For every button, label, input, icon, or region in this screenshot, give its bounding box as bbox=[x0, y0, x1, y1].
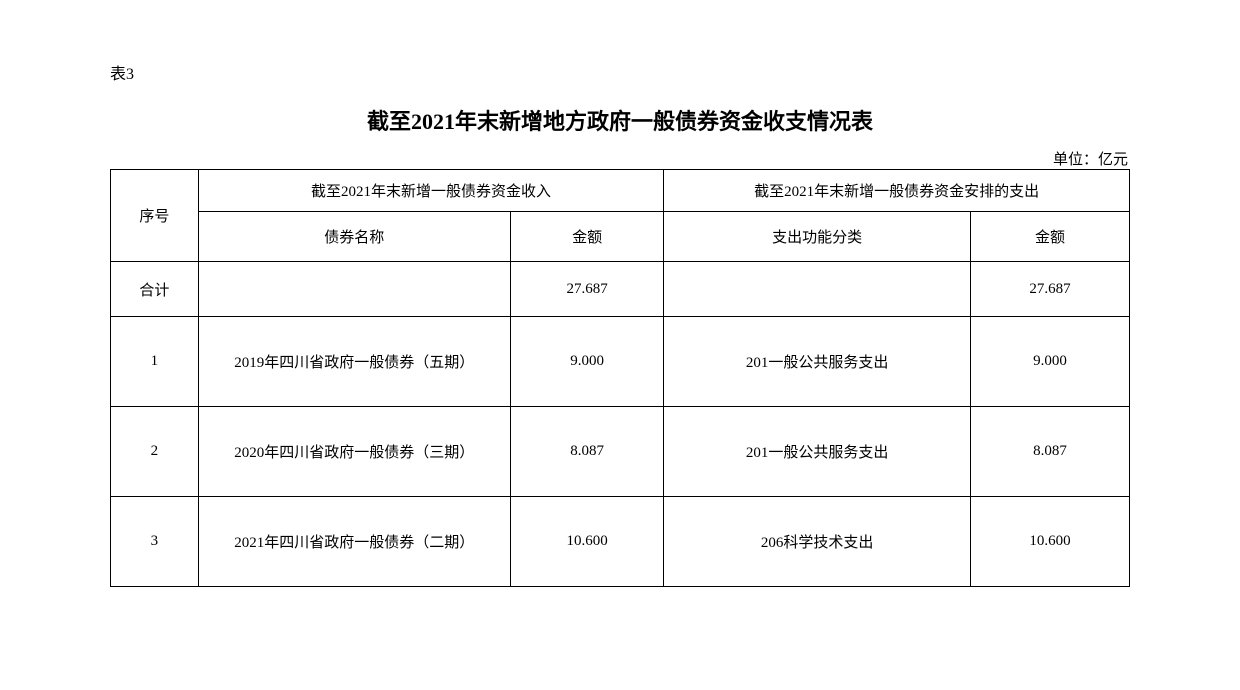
header-category: 支出功能分类 bbox=[664, 212, 971, 262]
total-income-amount: 27.687 bbox=[510, 262, 663, 317]
cell-bond-name: 2019年四川省政府一般债券（五期） bbox=[198, 317, 510, 407]
cell-expense-amount: 10.600 bbox=[971, 497, 1130, 587]
unit-label: 单位：亿元 bbox=[110, 148, 1130, 169]
header-income-group: 截至2021年末新增一般债券资金收入 bbox=[198, 170, 664, 212]
table-row: 3 2021年四川省政府一般债券（二期） 10.600 206科学技术支出 10… bbox=[111, 497, 1130, 587]
total-label: 合计 bbox=[111, 262, 199, 317]
table-header-row: 序号 截至2021年末新增一般债券资金收入 截至2021年末新增一般债券资金安排… bbox=[111, 170, 1130, 212]
total-row: 合计 27.687 27.687 bbox=[111, 262, 1130, 317]
total-bond-name bbox=[198, 262, 510, 317]
total-category bbox=[664, 262, 971, 317]
header-amount2: 金额 bbox=[971, 212, 1130, 262]
cell-income-amount: 8.087 bbox=[510, 407, 663, 497]
cell-seq: 3 bbox=[111, 497, 199, 587]
cell-seq: 2 bbox=[111, 407, 199, 497]
cell-income-amount: 10.600 bbox=[510, 497, 663, 587]
cell-expense-amount: 9.000 bbox=[971, 317, 1130, 407]
cell-category: 201一般公共服务支出 bbox=[664, 407, 971, 497]
cell-category: 206科学技术支出 bbox=[664, 497, 971, 587]
header-amount: 金额 bbox=[510, 212, 663, 262]
total-expense-amount: 27.687 bbox=[971, 262, 1130, 317]
cell-bond-name: 2021年四川省政府一般债券（二期） bbox=[198, 497, 510, 587]
header-bond-name: 债券名称 bbox=[198, 212, 510, 262]
cell-income-amount: 9.000 bbox=[510, 317, 663, 407]
cell-seq: 1 bbox=[111, 317, 199, 407]
table-header-row: 债券名称 金额 支出功能分类 金额 bbox=[111, 212, 1130, 262]
cell-bond-name: 2020年四川省政府一般债券（三期） bbox=[198, 407, 510, 497]
table-row: 2 2020年四川省政府一般债券（三期） 8.087 201一般公共服务支出 8… bbox=[111, 407, 1130, 497]
table-label: 表3 bbox=[110, 60, 1130, 84]
cell-category: 201一般公共服务支出 bbox=[664, 317, 971, 407]
page-title: 截至2021年末新增地方政府一般债券资金收支情况表 bbox=[110, 104, 1130, 136]
table-row: 1 2019年四川省政府一般债券（五期） 9.000 201一般公共服务支出 9… bbox=[111, 317, 1130, 407]
cell-expense-amount: 8.087 bbox=[971, 407, 1130, 497]
header-expense-group: 截至2021年末新增一般债券资金安排的支出 bbox=[664, 170, 1130, 212]
header-seq: 序号 bbox=[111, 170, 199, 262]
bond-table: 序号 截至2021年末新增一般债券资金收入 截至2021年末新增一般债券资金安排… bbox=[110, 169, 1130, 587]
